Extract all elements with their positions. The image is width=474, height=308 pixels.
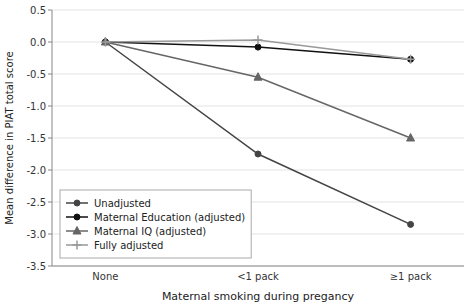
grid-line	[52, 170, 464, 171]
y-tick	[48, 42, 52, 43]
legend-box	[60, 190, 251, 258]
legend-label: Unadjusted	[94, 198, 151, 209]
point	[408, 221, 414, 227]
chart: 0.5 0.0 -0.5 -1.0 -1.5 -2.0 -2.5 -3.0 -3.5 None <1…	[0, 0, 474, 308]
legend-label: Maternal IQ (adjusted)	[94, 226, 206, 237]
y-axis-label: Mean difference in PIAT total score	[4, 51, 15, 224]
point	[254, 36, 263, 45]
series-line	[105, 42, 410, 138]
legend-marker	[74, 200, 80, 206]
x-tick-label: <1 pack	[237, 271, 279, 282]
y-tick	[48, 266, 52, 267]
y-tick-label: -3.5	[26, 261, 46, 272]
grid-line	[52, 10, 464, 11]
y-tick	[48, 170, 52, 171]
plot-area	[52, 10, 464, 266]
y-tick-label: 0.0	[30, 37, 46, 48]
y-tick	[48, 10, 52, 11]
legend-label: Fully adjusted	[94, 240, 163, 251]
y-tick	[48, 202, 52, 203]
y-tick-label: -1.0	[26, 101, 46, 112]
series-line	[105, 42, 410, 59]
y-tick-label: -0.5	[26, 69, 46, 80]
point	[255, 44, 261, 50]
y-tick	[48, 234, 52, 235]
grid-line	[52, 266, 464, 267]
grid-line	[52, 138, 464, 139]
grid-line	[52, 106, 464, 107]
legend: Unadjusted Maternal Education (adjusted) M…	[60, 190, 251, 258]
y-tick-label: -2.0	[26, 165, 46, 176]
y-tick-label: -1.5	[26, 133, 46, 144]
legend-marker	[73, 241, 82, 250]
y-axis	[52, 10, 53, 266]
legend-label: Maternal Education (adjusted)	[94, 212, 245, 223]
y-tick	[48, 138, 52, 139]
y-tick-label: 0.5	[30, 5, 46, 16]
x-tick-label: ≥1 pack	[390, 271, 432, 282]
point	[101, 38, 110, 47]
y-tick	[48, 74, 52, 75]
point	[406, 55, 415, 64]
y-tick	[48, 106, 52, 107]
x-axis-label: Maternal smoking during pregancy	[162, 290, 355, 303]
x-axis	[52, 266, 464, 267]
point	[254, 73, 262, 81]
point	[255, 151, 261, 157]
legend-marker	[73, 227, 81, 235]
legend-marker	[74, 214, 80, 220]
y-tick-label: -2.5	[26, 197, 46, 208]
x-tick-label: None	[92, 271, 118, 282]
y-tick-label: -3.0	[26, 229, 46, 240]
point	[407, 134, 415, 142]
